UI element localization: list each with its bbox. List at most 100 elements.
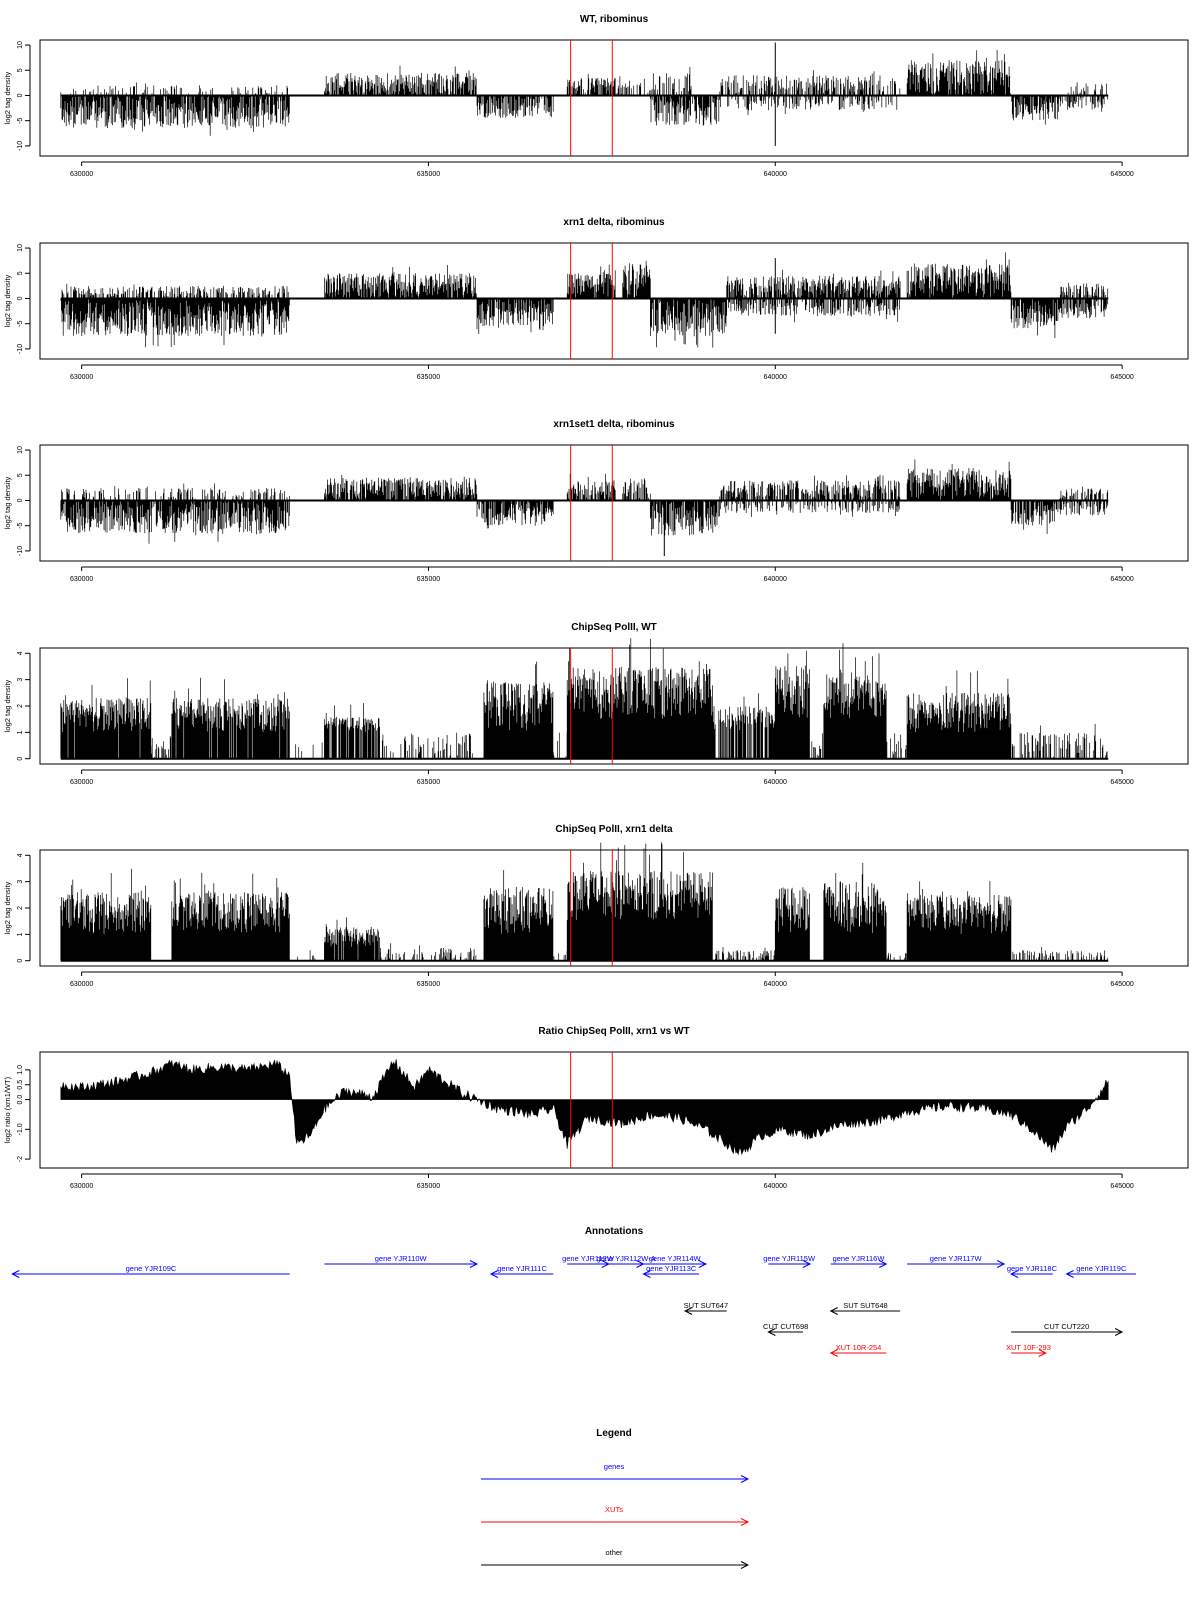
y-tick-label: 2 — [17, 704, 24, 708]
x-tick-label: 635000 — [417, 576, 440, 583]
y-axis-label: log2 ratio (xrn1/WT) — [3, 1076, 12, 1143]
y-tick-label: 0 — [17, 498, 24, 502]
y-tick-label: 10 — [17, 446, 24, 454]
density-bars — [823, 862, 887, 961]
x-tick-label: 630000 — [70, 576, 93, 583]
x-tick-label: 640000 — [764, 171, 787, 178]
density-bars — [720, 500, 900, 517]
density-bars — [1011, 95, 1060, 125]
legend-label: genes — [604, 1462, 625, 1471]
panel-title: ChipSeq PolII, xrn1 delta — [555, 824, 673, 835]
density-bars — [650, 95, 720, 126]
data-marks — [60, 459, 1109, 556]
density-bars — [566, 842, 713, 961]
annotation-arrowhead — [642, 1270, 651, 1278]
density-bars — [483, 870, 554, 961]
density-bars — [906, 252, 1012, 299]
annotation-label: gene YJR119C — [1076, 1264, 1127, 1273]
density-bars — [885, 952, 907, 961]
x-tick-label: 640000 — [764, 779, 787, 786]
annotation-label: gene YJR111C — [497, 1264, 547, 1273]
panel-5 — [25, 1051, 1189, 1178]
y-axis-label: log2 tag density — [3, 881, 12, 934]
annotation-label: XUT 10R-254 — [836, 1343, 882, 1352]
ratio-area — [60, 1059, 1109, 1156]
density-bars — [566, 74, 616, 96]
annotation-label: SUT SUT648 — [843, 1301, 887, 1310]
annotation-label: CUT CUT220 — [1044, 1322, 1089, 1331]
y-tick-label: -5 — [17, 320, 24, 326]
annotation-arrowhead — [636, 1260, 645, 1268]
annotation-arrowhead — [829, 1307, 838, 1315]
density-bars — [719, 70, 901, 96]
annotation-label: gene YJR116W — [833, 1254, 886, 1263]
density-bars — [1012, 946, 1109, 961]
y-tick-label: 10 — [17, 244, 24, 252]
y-tick-label: 5 — [17, 473, 24, 477]
y-tick-label: -5 — [17, 522, 24, 528]
y-axis-label: log2 tag density — [3, 679, 12, 732]
density-bars — [774, 887, 810, 961]
density-bars — [171, 677, 290, 759]
y-tick-label: 5 — [17, 68, 24, 72]
density-bars — [616, 76, 635, 96]
x-tick-label: 645000 — [1110, 374, 1133, 381]
plot-frame — [39, 647, 1189, 765]
y-tick-label: -2 — [17, 1156, 24, 1162]
legend-arrowhead — [740, 1518, 750, 1526]
annotation-arrowhead — [1010, 1270, 1019, 1278]
x-tick-label: 635000 — [417, 1183, 440, 1190]
legend-label: other — [605, 1548, 623, 1557]
y-tick-label: 1 — [17, 932, 24, 936]
x-tick-label: 645000 — [1110, 576, 1133, 583]
density-bars — [61, 483, 290, 501]
annotation-arrowhead — [683, 1307, 693, 1315]
y-tick-label: 0 — [17, 959, 24, 963]
x-tick-label: 645000 — [1110, 1183, 1133, 1190]
annotation-label: gene YJR112W-A — [597, 1254, 656, 1263]
panel-3 — [25, 638, 1189, 774]
density-bars — [566, 638, 713, 759]
annotation-arrowhead — [1065, 1270, 1074, 1278]
density-bars — [483, 661, 554, 759]
density-bars — [720, 95, 898, 115]
x-tick-label: 635000 — [417, 171, 440, 178]
x-tick-label: 635000 — [417, 779, 440, 786]
y-axis-label: log2 tag density — [3, 274, 12, 327]
density-bars — [552, 732, 568, 759]
annotation-arrowhead — [698, 1260, 708, 1268]
annotation-label: XUT 10F-293 — [1006, 1343, 1051, 1352]
density-bars — [297, 950, 316, 961]
x-tick-label: 640000 — [764, 1183, 787, 1190]
density-bars — [324, 917, 380, 961]
density-bars — [650, 500, 720, 536]
annotation-arrowhead — [489, 1270, 499, 1278]
y-tick-label: 4 — [17, 853, 24, 857]
density-bars — [726, 269, 901, 299]
density-bars — [324, 475, 478, 501]
y-tick-label: 3 — [17, 880, 24, 884]
y-tick-label: 0 — [17, 296, 24, 300]
density-bars — [60, 82, 288, 96]
y-tick-label: -10 — [17, 141, 24, 151]
y-tick-label: 4 — [17, 651, 24, 655]
y-tick-label: -5 — [17, 117, 24, 123]
x-tick-label: 635000 — [417, 374, 440, 381]
density-bars — [906, 49, 1011, 96]
legend-title: Legend — [596, 1428, 632, 1439]
density-bars — [714, 947, 775, 961]
density-bars — [379, 943, 477, 961]
x-tick-label: 630000 — [70, 981, 93, 988]
y-tick-label: -10 — [17, 344, 24, 354]
plot-frame — [39, 1051, 1189, 1169]
density-bars — [171, 872, 290, 961]
annotation-arrowhead — [802, 1260, 812, 1268]
density-bars — [1067, 82, 1107, 96]
density-bars — [60, 868, 152, 961]
x-tick-label: 630000 — [70, 374, 93, 381]
y-tick-label: 0.5 — [17, 1080, 24, 1090]
annotation-label: gene YJR118C — [1007, 1264, 1058, 1273]
density-bars — [622, 260, 651, 299]
plot-frame — [39, 849, 1189, 967]
data-marks — [60, 252, 1109, 348]
